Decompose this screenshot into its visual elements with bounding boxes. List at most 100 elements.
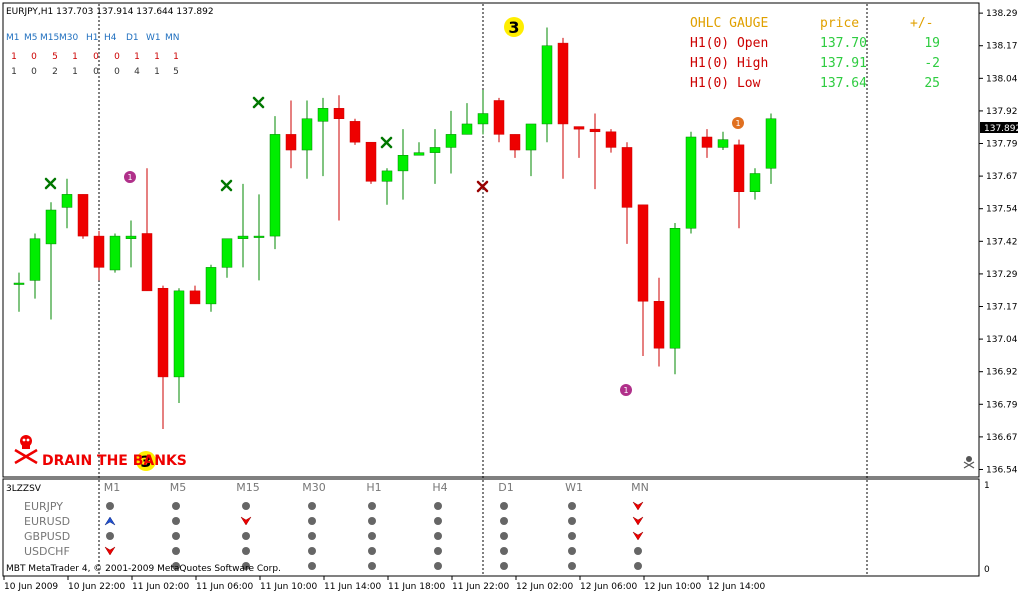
neutral-dot-icon (434, 547, 442, 555)
candle-body (685, 136, 697, 229)
timeframe-label: D1 (126, 33, 139, 43)
time-label: 11 Jun 18:00 (388, 582, 445, 592)
neutral-dot-icon (368, 502, 376, 510)
ohlc-gauge: OHLC GAUGE price +/- H1(0) Open 137.70 1… (690, 16, 940, 91)
candle (621, 142, 633, 244)
signal-value: 0 (31, 67, 37, 77)
candle (29, 233, 41, 299)
candle-body (93, 235, 105, 268)
neutral-dot-icon (172, 502, 180, 510)
candle (557, 37, 569, 179)
neutral-dot-icon (500, 502, 508, 510)
candle-body (493, 100, 505, 135)
gauge-row-open-label: H1(0) Open (690, 36, 768, 51)
neutral-dot-icon (172, 562, 180, 570)
candle (205, 264, 217, 312)
neutral-dot-icon (368, 517, 376, 525)
neutral-dot-icon (568, 562, 576, 570)
candle-body (237, 235, 249, 239)
candle (141, 168, 153, 292)
candle-body (221, 238, 233, 268)
price-label: 138.295 (986, 9, 1018, 19)
time-label: 11 Jun 14:00 (324, 582, 381, 592)
price-label: 136.920 (986, 368, 1018, 378)
marker-one-purple-left: 1 (124, 171, 136, 183)
candle (189, 285, 201, 305)
candle-body (669, 228, 681, 349)
time-label: 10 Jun 22:00 (68, 582, 125, 592)
time-label: 11 Jun 02:00 (132, 582, 189, 592)
candle-body (621, 147, 633, 208)
candle-body (29, 238, 41, 281)
candle (173, 288, 185, 403)
candle (461, 103, 473, 135)
timeframe-label: W1 (146, 33, 161, 43)
neutral-dot-icon (634, 562, 642, 570)
price-label: 136.545 (986, 465, 1018, 475)
price-label: 137.170 (986, 302, 1018, 312)
gauge-row-high-label: H1(0) High (690, 56, 768, 71)
marker-one-purple-left-label: 1 (127, 173, 132, 182)
sub-column-label: D1 (498, 481, 513, 494)
current-price-box (980, 122, 1018, 133)
neutral-dot-icon (242, 502, 250, 510)
neutral-dot-icon (242, 532, 250, 540)
timeframe-label: M1 (6, 33, 20, 43)
time-label: 11 Jun 06:00 (196, 582, 253, 592)
candle (237, 183, 249, 268)
candle-body (61, 194, 73, 208)
cross-green-3 (252, 96, 265, 109)
candle-body (381, 170, 393, 182)
signal-value: 4 (134, 67, 140, 77)
cross-red-1 (476, 180, 489, 193)
candle-body (157, 287, 169, 378)
neutral-dot-icon (568, 547, 576, 555)
symbol-label: EURJPY (24, 500, 63, 513)
candle-body (285, 134, 297, 151)
time-label: 10 Jun 2009 (4, 582, 58, 592)
time-label: 11 Jun 22:00 (452, 582, 509, 592)
signal-value: 1 (154, 67, 160, 77)
signal-value: 0 (93, 52, 99, 62)
candle (397, 129, 409, 200)
cross-green-1 (44, 177, 57, 190)
down-arrow-icon (632, 501, 644, 511)
candle (493, 97, 505, 143)
skull-icon (14, 435, 38, 465)
sub-window-frame (2, 478, 980, 577)
candle-body (509, 134, 521, 151)
neutral-dot-icon (242, 562, 250, 570)
gauge-row-low-price: 137.64 (820, 76, 867, 91)
signal-value: 1 (173, 52, 179, 62)
down-arrow-icon (632, 531, 644, 541)
candle-body (205, 267, 217, 305)
neutral-dot-icon (568, 517, 576, 525)
chart-header: EURJPY,H1 137.703 137.914 137.644 137.89… (6, 7, 214, 17)
marker-three-bottom: 3 (136, 451, 156, 471)
price-label: 137.420 (986, 237, 1018, 247)
candle (765, 113, 777, 184)
candle (221, 238, 233, 278)
price-label: 137.295 (986, 270, 1018, 280)
candle-body (749, 173, 761, 193)
signal-value: 5 (52, 52, 58, 62)
candle (573, 126, 585, 158)
timeframe-label: M5 (24, 33, 38, 43)
candle-body (253, 235, 265, 238)
candle-body (733, 144, 745, 193)
signal-value: 0 (114, 52, 120, 62)
candle (605, 129, 617, 153)
sub-column-label: H1 (366, 481, 381, 494)
gauge-header-price: price (820, 16, 859, 31)
candle-body (637, 204, 649, 302)
candle (509, 134, 521, 158)
candle (269, 116, 281, 250)
candle (285, 100, 297, 169)
sub-window-scale-top: 1 (984, 481, 990, 491)
neutral-dot-icon (308, 562, 316, 570)
candle (733, 139, 745, 229)
marker-three-bottom-label: 3 (140, 452, 151, 471)
gauge-header-diff: +/- (910, 16, 933, 31)
